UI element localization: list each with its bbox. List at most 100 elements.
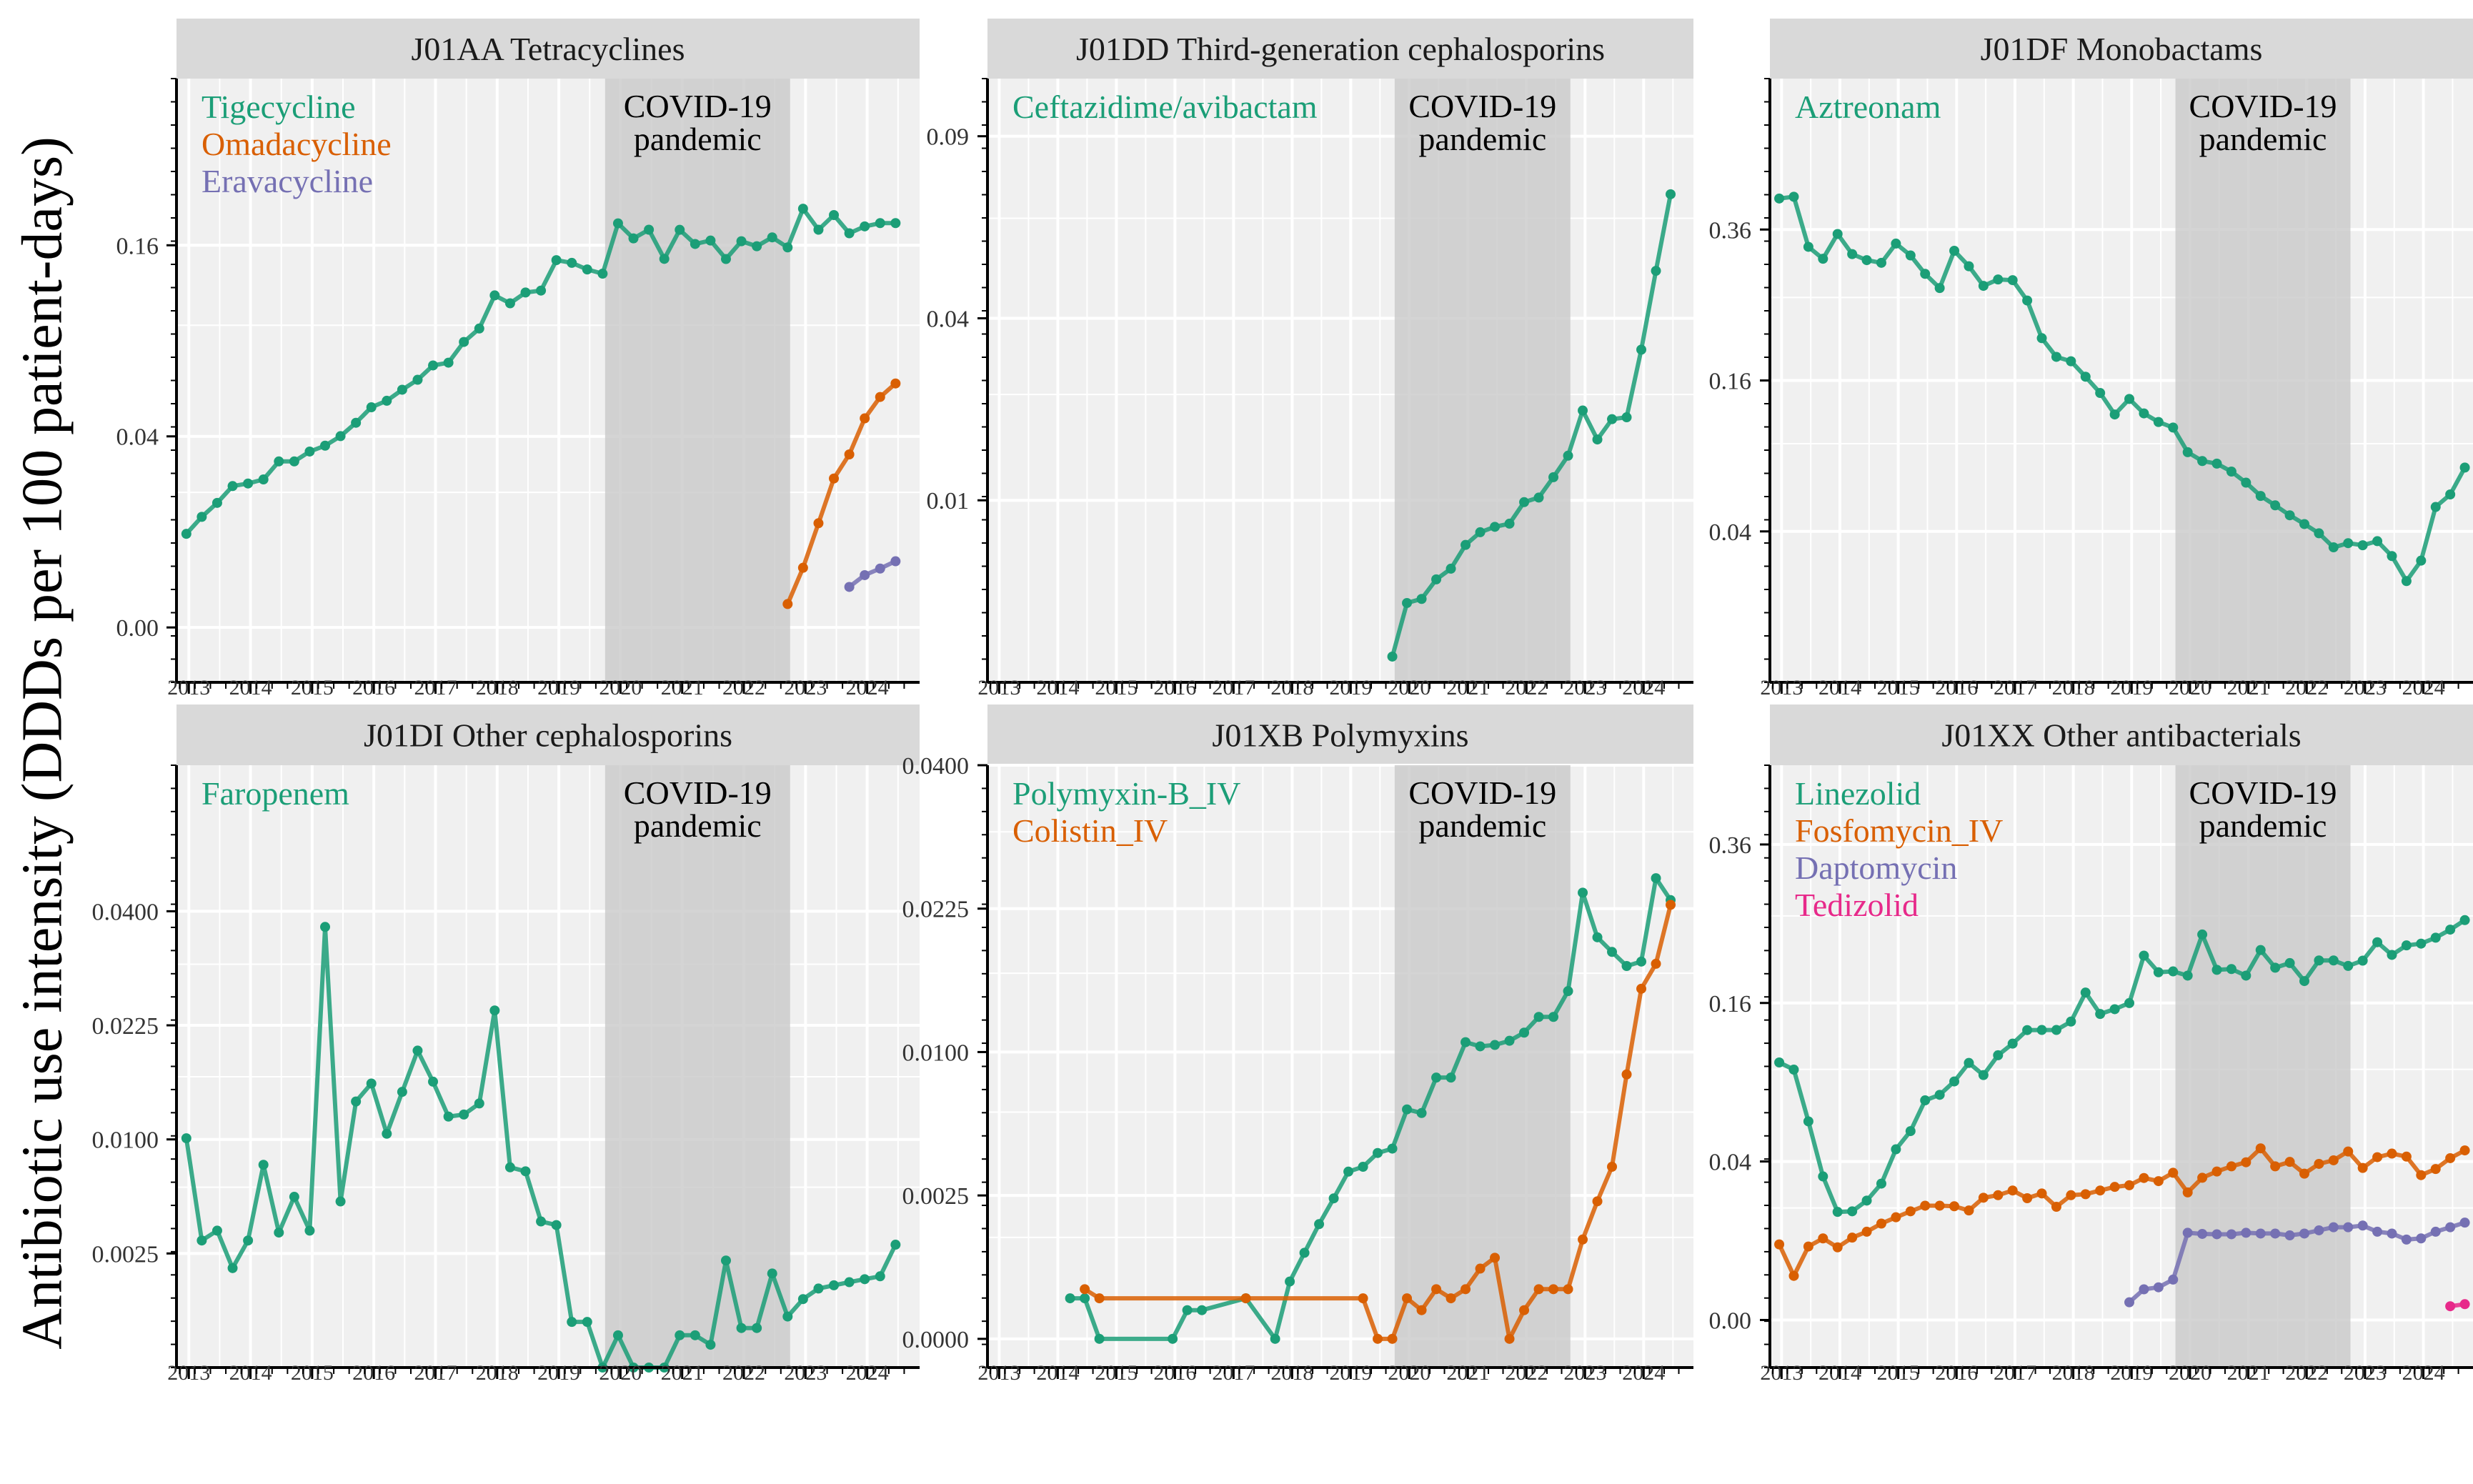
data-point	[2416, 555, 2427, 566]
data-point	[2066, 1016, 2076, 1027]
data-point	[474, 323, 484, 334]
x-tick-label: 2021	[661, 676, 704, 699]
data-point	[1803, 241, 1813, 252]
data-point	[644, 224, 655, 235]
x-tick-label: 2019	[2110, 676, 2153, 699]
data-point	[1964, 1057, 1974, 1068]
data-point	[1490, 522, 1501, 532]
data-point	[2459, 462, 2470, 473]
data-point	[1774, 193, 1785, 204]
data-point	[504, 1162, 515, 1172]
x-tick-label: 2014	[1818, 1361, 1861, 1385]
data-point	[2153, 417, 2164, 427]
data-point	[2022, 1025, 2033, 1035]
data-point	[2168, 966, 2179, 977]
data-point	[675, 1330, 685, 1340]
data-point	[2080, 987, 2091, 998]
covid-label-line2: pandemic	[1418, 807, 1546, 844]
data-point	[2357, 1220, 2368, 1231]
data-point	[1314, 1219, 1325, 1230]
data-point	[2211, 965, 2222, 975]
data-point	[1621, 412, 1632, 423]
data-point	[2255, 1143, 2266, 1154]
data-point	[2168, 1167, 2179, 1178]
data-point	[2226, 1161, 2236, 1172]
x-tick-label: 2013	[167, 676, 210, 699]
covid-pandemic-band	[2175, 79, 2351, 682]
data-point	[397, 384, 407, 395]
data-point	[1847, 1232, 1858, 1243]
data-point	[1533, 492, 1544, 503]
data-point	[782, 242, 793, 253]
data-point	[1431, 1284, 1442, 1295]
data-point	[2445, 489, 2456, 499]
x-tick-label: 2016	[352, 1361, 395, 1385]
data-point	[1387, 1333, 1398, 1344]
x-tick-label: 2017	[414, 1361, 457, 1385]
y-tick-label: 0.00	[1709, 1308, 1752, 1334]
legend-entry: Tedizolid	[1795, 887, 1919, 923]
data-point	[736, 236, 747, 246]
x-tick-label: 2020	[2169, 676, 2211, 699]
covid-pandemic-band	[2175, 765, 2351, 1368]
x-tick-label: 2023	[2344, 1361, 2387, 1385]
data-point	[2314, 1225, 2324, 1235]
data-point	[1358, 1293, 1368, 1304]
data-point	[782, 599, 793, 609]
data-point	[2022, 295, 2033, 306]
data-point	[736, 1323, 747, 1333]
data-point	[1548, 1284, 1559, 1295]
data-point	[1373, 1333, 1383, 1344]
data-point	[536, 285, 547, 296]
data-point	[1548, 472, 1559, 482]
data-point	[659, 254, 670, 264]
covid-label-line1: COVID-19	[1408, 88, 1556, 124]
data-point	[1373, 1147, 1383, 1158]
data-point	[1949, 1076, 1960, 1087]
strip-background	[176, 19, 920, 79]
y-tick-label: 0.00	[116, 615, 159, 642]
data-point	[767, 232, 777, 243]
data-point	[1993, 1190, 2004, 1200]
legend-entry: Tigecycline	[201, 89, 356, 125]
data-point	[2445, 1222, 2456, 1232]
data-point	[366, 402, 377, 413]
data-point	[1065, 1293, 1075, 1304]
data-point	[1431, 574, 1442, 584]
data-point	[860, 413, 870, 424]
data-point	[890, 1240, 901, 1250]
y-tick-label: 0.0025	[92, 1241, 159, 1268]
data-point	[705, 1340, 716, 1350]
data-point	[1402, 597, 1413, 608]
data-point	[2109, 1182, 2120, 1192]
x-tick-label: 2019	[537, 1361, 580, 1385]
data-point	[1094, 1293, 1105, 1304]
data-point	[2241, 477, 2251, 488]
data-point	[1475, 527, 1486, 537]
data-point	[2066, 1190, 2076, 1200]
data-point	[1358, 1162, 1368, 1172]
x-tick-label: 2014	[229, 1361, 272, 1385]
data-point	[2387, 551, 2397, 562]
data-point	[2459, 1299, 2470, 1310]
data-point	[720, 1255, 731, 1266]
data-point	[1387, 1143, 1398, 1154]
x-tick-label: 2017	[1994, 1361, 2036, 1385]
plot-background	[1770, 765, 2473, 1368]
data-point	[2153, 1282, 2164, 1293]
covid-pandemic-band	[604, 765, 790, 1368]
data-point	[1818, 1233, 1828, 1244]
data-point	[1519, 1305, 1530, 1315]
x-tick-label: 2018	[476, 1361, 519, 1385]
data-point	[459, 337, 469, 347]
data-point	[875, 563, 885, 574]
data-point	[551, 255, 562, 266]
data-point	[2182, 1227, 2193, 1238]
x-tick-label: 2017	[414, 676, 457, 699]
data-point	[289, 1192, 299, 1202]
data-point	[1592, 1196, 1603, 1207]
data-point	[2459, 1145, 2470, 1156]
data-point	[875, 218, 885, 229]
data-point	[2255, 491, 2266, 502]
data-point	[2284, 957, 2295, 968]
